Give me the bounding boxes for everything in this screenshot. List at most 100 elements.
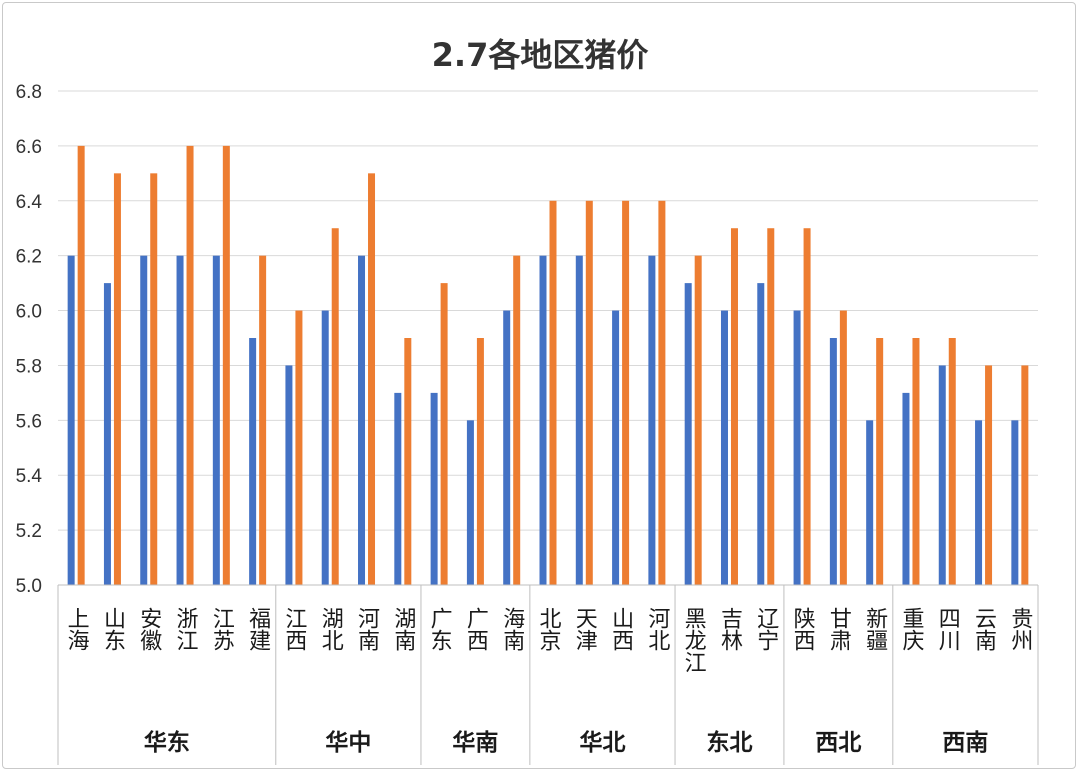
bar-series-1 — [140, 255, 148, 585]
bar-series-1 — [358, 255, 366, 585]
bar-series-2 — [876, 338, 884, 585]
bar-series-2 — [948, 338, 956, 585]
bar-series-2 — [186, 145, 194, 585]
x-category-label: 山东 — [100, 607, 125, 651]
group-label: 东北 — [706, 729, 752, 756]
bar-series-1 — [67, 255, 75, 585]
x-category-label: 河南 — [354, 607, 380, 651]
bar-series-1 — [757, 283, 765, 585]
bar-series-1 — [938, 365, 946, 585]
group-label: 华北 — [579, 729, 625, 756]
bar-series-1 — [103, 283, 111, 585]
bar-series-1 — [902, 392, 910, 585]
chart-title: 2.7各地区猪价 — [432, 36, 649, 74]
bar-series-1 — [466, 420, 474, 585]
y-tick-label: 5.2 — [16, 521, 42, 542]
bar-series-2 — [1021, 365, 1029, 585]
group-label: 西南 — [942, 730, 988, 756]
bar-series-2 — [549, 200, 557, 585]
x-category-label: 福建 — [245, 607, 271, 651]
x-category-label: 吉林 — [717, 607, 743, 651]
x-axis — [57, 584, 1039, 765]
bar-series-2 — [622, 200, 630, 585]
bar-series-2 — [150, 173, 158, 586]
x-category-label: 江西 — [281, 607, 307, 651]
bar-series-2 — [694, 255, 702, 585]
bar-series-2 — [513, 255, 521, 585]
group-label: 华东 — [144, 729, 190, 756]
x-category-label: 河北 — [644, 607, 670, 651]
bar-series-1 — [503, 310, 511, 585]
bar-series-2 — [476, 338, 484, 585]
bar-series-2 — [985, 365, 993, 585]
x-category-label: 云南 — [971, 607, 996, 651]
y-tick-label: 5.6 — [16, 411, 42, 432]
bar-series-1 — [829, 338, 837, 585]
gridlines — [58, 90, 1038, 586]
group-label: 华中 — [325, 729, 371, 756]
y-tick-label: 5.8 — [16, 356, 42, 377]
bar-series-1 — [212, 255, 220, 585]
x-category-label: 广东 — [427, 607, 453, 651]
y-tick-label: 6.6 — [16, 137, 42, 158]
y-tick-label: 6.8 — [16, 82, 42, 103]
bar-series-2 — [767, 228, 775, 585]
x-category-label: 浙江 — [173, 607, 199, 651]
bar-series-1 — [793, 310, 801, 585]
bar-series-1 — [285, 365, 293, 585]
y-tick-label: 6.2 — [16, 247, 42, 268]
bar-series-2 — [803, 228, 811, 585]
group-label: 西北 — [815, 730, 861, 756]
x-category-label: 山西 — [608, 607, 633, 651]
bar-series-1 — [975, 420, 983, 585]
bar-series-1 — [612, 310, 620, 585]
bar-series-1 — [176, 255, 184, 585]
bar-series-2 — [259, 255, 267, 585]
y-tick-label: 6.0 — [16, 302, 42, 323]
x-axis-category-labels: 上海 山东 安徽 浙江 江苏 福建 江西 湖北 河南 湖南 广东 广西 海南 北京 天津 山西 河北 黑龙江 吉林辽… — [64, 607, 1034, 673]
bar-series-1 — [575, 255, 583, 585]
bar-series-2 — [295, 310, 303, 585]
bar-series-2 — [730, 228, 738, 585]
bar-series-2 — [912, 338, 920, 585]
x-category-label: 湖南 — [390, 607, 416, 651]
bar-series-2 — [113, 173, 121, 586]
bar-series-1 — [539, 255, 547, 585]
bar-series-1 — [394, 392, 402, 585]
x-category-label: 甘肃 — [826, 607, 852, 651]
bar-series-2 — [658, 200, 666, 585]
bar-series-2 — [331, 228, 339, 585]
bar-series-2 — [839, 310, 847, 585]
bar-series-1 — [1011, 420, 1019, 585]
y-tick-label: 5.0 — [16, 576, 42, 597]
bar-series-2 — [404, 338, 412, 585]
bar-series-2 — [222, 145, 230, 585]
x-category-label: 贵州 — [1007, 607, 1033, 651]
x-category-label: 江苏 — [209, 607, 235, 651]
x-category-label: 湖北 — [318, 607, 344, 651]
bar-series-1 — [249, 338, 257, 585]
y-tick-label: 5.4 — [16, 466, 43, 487]
bar-series-2 — [585, 200, 593, 585]
y-tick-label: 6.4 — [16, 192, 43, 213]
x-axis-group-labels: 华东 华中 华南 华北 东北 西北 西南 — [144, 729, 989, 756]
bar-series-1 — [321, 310, 329, 585]
x-category-label: 重庆 — [898, 607, 924, 651]
x-category-label: 黑龙江 — [681, 607, 707, 673]
y-axis-tick-labels: 5.0 5.2 5.4 5.6 5.8 6.0 6.2 6.4 6.6 6.8 — [16, 82, 43, 597]
x-category-label: 广西 — [463, 607, 489, 651]
x-category-label: 四川 — [935, 607, 961, 651]
bar-series-1 — [866, 420, 874, 585]
bar-series-2 — [368, 173, 376, 586]
x-category-label: 新疆 — [862, 607, 888, 651]
group-label: 华南 — [452, 729, 498, 756]
x-category-label: 海南 — [499, 607, 525, 651]
bar-series-1 — [648, 255, 656, 585]
bar-series-1 — [720, 310, 728, 585]
x-category-label: 北京 — [536, 607, 562, 651]
bar-series-2 — [440, 283, 448, 585]
x-category-label: 天津 — [572, 607, 598, 651]
x-category-label: 上海 — [64, 607, 90, 651]
